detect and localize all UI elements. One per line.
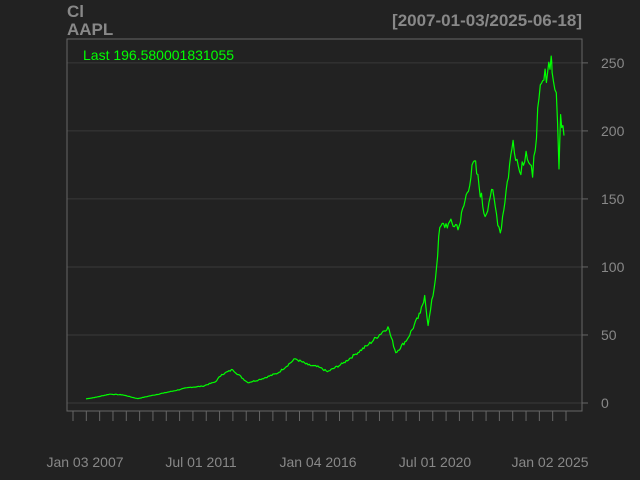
x-tick-label: Jan 03 2007 bbox=[46, 454, 123, 470]
date-range-label: [2007-01-03/2025-06-18] bbox=[392, 11, 582, 30]
x-axis: Jan 03 2007 Jul 01 2011 Jan 04 2016 Jul 01 … bbox=[46, 411, 589, 470]
y-tick-label: 0 bbox=[601, 395, 609, 411]
y-tick-label: 100 bbox=[601, 259, 625, 275]
symbol-label: AAPL bbox=[67, 20, 114, 39]
chart-type-label: Cl bbox=[67, 2, 84, 21]
x-tick-label: Jan 02 2025 bbox=[511, 454, 588, 470]
x-tick-label: Jul 01 2011 bbox=[165, 454, 237, 470]
x-tick-label: Jul 01 2020 bbox=[399, 454, 472, 470]
x-tick-label: Jan 04 2016 bbox=[279, 454, 356, 470]
last-value-label: Last 196.580001831055 bbox=[83, 47, 235, 63]
y-tick-label: 200 bbox=[601, 123, 625, 139]
grid-lines bbox=[67, 62, 582, 404]
series-line-aapl bbox=[85, 55, 565, 400]
y-axis: 0 50 100 150 200 250 bbox=[582, 55, 625, 411]
y-tick-label: 150 bbox=[601, 191, 625, 207]
plot-panel-border bbox=[66, 38, 583, 412]
y-tick-label: 50 bbox=[601, 327, 617, 343]
y-tick-label: 250 bbox=[601, 55, 625, 71]
